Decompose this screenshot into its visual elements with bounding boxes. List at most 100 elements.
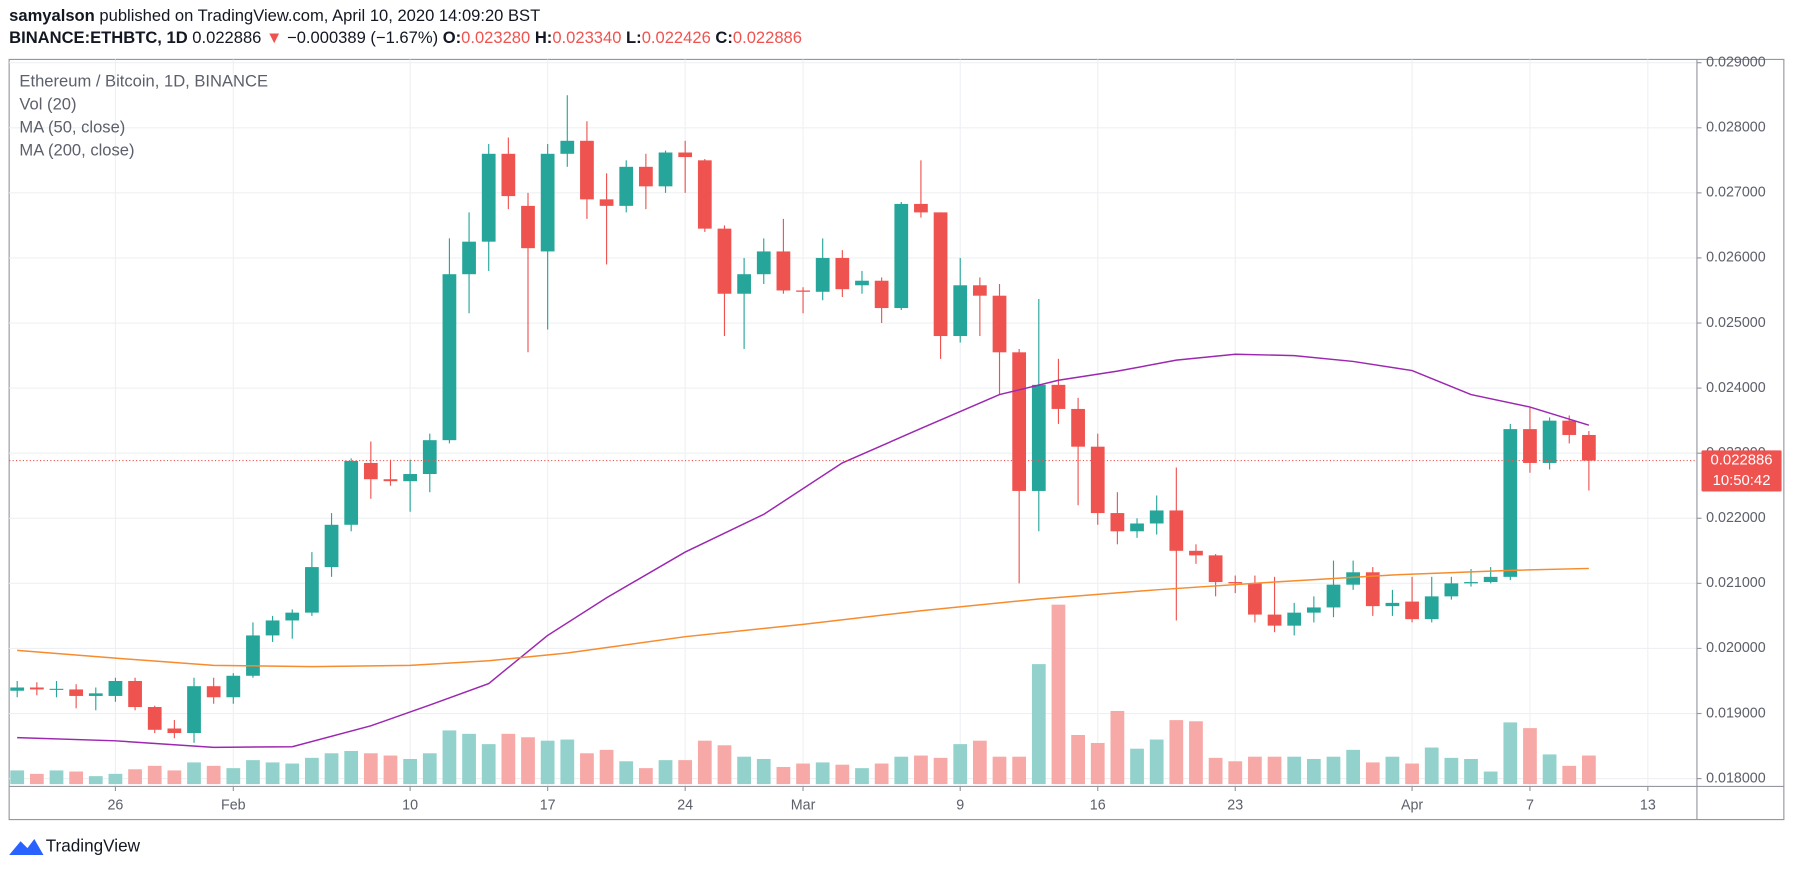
price: 0.022886 <box>192 28 261 47</box>
candle-body <box>187 686 201 734</box>
volume-bar <box>992 756 1007 785</box>
ohlc-key: L: <box>626 28 642 47</box>
candle-body <box>344 461 359 525</box>
volume-bar <box>894 756 909 785</box>
volume-bar <box>776 766 791 785</box>
candle-body <box>1287 612 1302 626</box>
volume-bar <box>226 768 241 785</box>
legend-entry: MA (200, close) <box>19 140 134 159</box>
x-tick-label: 17 <box>540 798 556 814</box>
legend-entry: Vol (20) <box>19 95 76 114</box>
volume <box>10 604 1596 785</box>
volume-bar <box>167 770 182 785</box>
volume-bar <box>1464 758 1478 785</box>
volume-bar <box>796 763 810 785</box>
volume-bar <box>855 768 869 785</box>
candle-body <box>1149 510 1164 524</box>
volume-bar <box>1208 757 1223 785</box>
volume-bar <box>344 750 359 785</box>
volume-bar <box>422 753 437 785</box>
volume-bar <box>599 749 614 785</box>
logo: TradingView <box>9 836 141 856</box>
candle-body <box>88 693 103 696</box>
candle-body <box>167 728 182 734</box>
candle-body <box>933 212 948 337</box>
candle-body <box>1326 584 1341 608</box>
y-tick-label: 0.027000 <box>1706 185 1766 201</box>
candle-body <box>776 251 791 291</box>
candle-body <box>1483 576 1498 583</box>
candle-body <box>953 285 968 337</box>
ohlc-value: 0.023340 <box>552 28 621 47</box>
volume-bar <box>1071 734 1085 785</box>
candle-body <box>815 257 830 292</box>
y-tick-label: 0.022000 <box>1706 510 1766 526</box>
x-tick-label: Feb <box>221 798 246 814</box>
arrow: ▼ <box>266 28 282 47</box>
volume-bar <box>265 762 280 785</box>
y-tick-label: 0.021000 <box>1706 575 1766 591</box>
volume-bar <box>1051 604 1066 785</box>
x-tick-label: 26 <box>107 798 123 814</box>
candle-body <box>128 680 142 708</box>
ohlc-key: H: <box>535 28 552 47</box>
candle-body <box>796 290 810 292</box>
candle-body <box>992 295 1007 353</box>
candle-body <box>1542 420 1557 463</box>
candle-body <box>501 153 516 197</box>
volume-bar <box>1346 749 1361 785</box>
candle-body <box>1523 429 1537 463</box>
change: −0.000389 (−1.67%) <box>287 28 438 47</box>
candle-body <box>1424 596 1439 620</box>
ohlc-key: C: <box>715 28 732 47</box>
candles <box>10 95 1596 743</box>
ohlc-key: O: <box>443 28 461 47</box>
y-tick-label: 0.029000 <box>1706 54 1766 70</box>
volume-bar <box>1149 739 1164 785</box>
x-tick-label: 24 <box>677 798 693 814</box>
volume-bar <box>815 762 830 785</box>
volume-bar <box>1444 757 1459 785</box>
candle-body <box>1071 408 1085 447</box>
ohlc-value: 0.022886 <box>733 28 802 47</box>
volume-bar <box>678 760 693 785</box>
candle-body <box>1090 446 1105 514</box>
volume-bar <box>580 753 594 785</box>
symbol: BINANCE:ETHBTC, 1D <box>9 28 188 47</box>
last-price-label: 0.022886 <box>1711 453 1773 469</box>
candle-body <box>147 707 162 730</box>
candle-body <box>49 688 64 690</box>
candle-body <box>855 280 869 286</box>
volume-bar <box>246 760 260 785</box>
candle-body <box>835 257 850 290</box>
candle-body <box>658 152 673 187</box>
candle-body <box>1503 429 1518 577</box>
volume-bar <box>187 762 201 785</box>
y-tick-label: 0.028000 <box>1706 120 1766 136</box>
volume-bar <box>521 737 535 785</box>
candle-body <box>10 687 25 691</box>
volume-bar <box>1365 762 1380 785</box>
volume-bar <box>1306 758 1321 785</box>
volume-bar <box>1385 756 1400 785</box>
volume-bar <box>1248 756 1262 785</box>
volume-bar <box>1503 722 1518 785</box>
volume-bar <box>1562 765 1577 785</box>
candle-body <box>246 635 260 676</box>
volume-bar <box>462 733 476 785</box>
candle-body <box>521 205 535 249</box>
candle-body <box>363 462 378 480</box>
volume-bar <box>540 740 555 785</box>
volume-bar <box>285 763 300 785</box>
volume-bar <box>383 755 398 785</box>
candle-body <box>1169 510 1184 551</box>
volume-bar <box>1405 763 1419 785</box>
volume-bar <box>88 776 103 785</box>
y-tick-label: 0.026000 <box>1706 250 1766 266</box>
candle-body <box>560 140 575 154</box>
candle-body <box>383 479 398 482</box>
volume-bar <box>29 773 44 785</box>
candle-body <box>678 152 693 158</box>
